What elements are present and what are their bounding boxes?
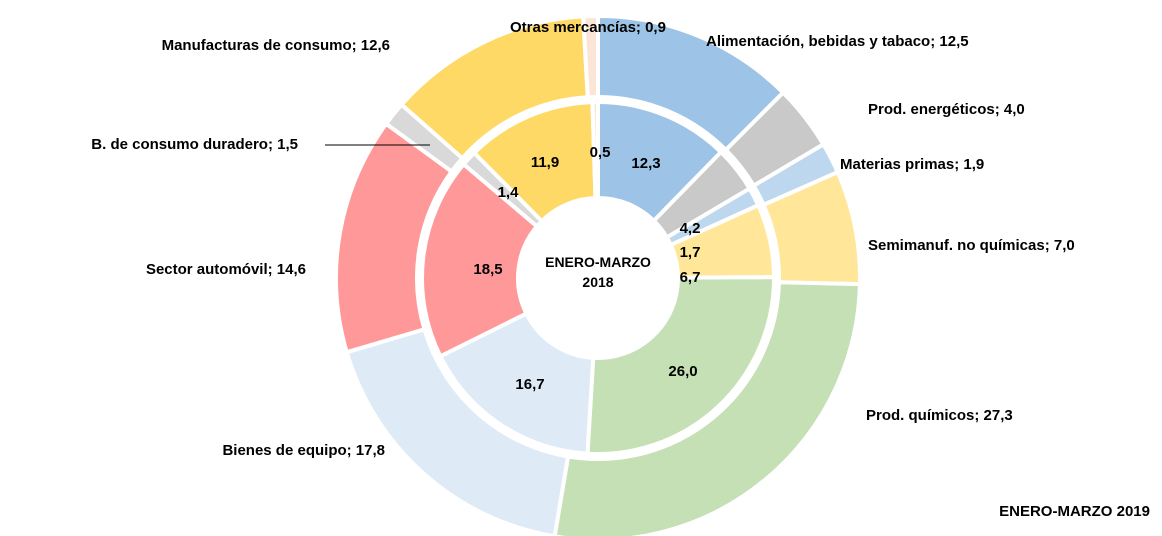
data-label: B. de consumo duradero; 1,5 <box>91 136 298 153</box>
data-label: 26,0 <box>668 363 697 380</box>
slice <box>437 310 596 456</box>
data-label: Prod. químicos; 27,3 <box>866 407 1013 424</box>
slice <box>420 161 540 359</box>
data-label: Manufacturas de consumo; 12,6 <box>162 37 390 54</box>
data-label: 6,7 <box>680 269 701 286</box>
data-label: 18,5 <box>473 261 502 278</box>
slice <box>552 280 862 536</box>
data-label: Alimentación, bebidas y tabaco; 12,5 <box>706 33 969 50</box>
slice <box>590 99 600 201</box>
slice <box>581 13 600 100</box>
data-label: 12,3 <box>631 155 660 172</box>
data-label: Otras mercancías; 0,9 <box>510 19 666 36</box>
data-label: Sector automóvil; 14,6 <box>146 261 306 278</box>
data-label: Bienes de equipo; 17,8 <box>222 442 385 459</box>
slice <box>585 275 776 456</box>
data-label: 1,7 <box>680 244 701 261</box>
series-name: ENERO-MARZO 2019 <box>999 503 1150 520</box>
data-label: 16,7 <box>515 376 544 393</box>
data-label: 4,2 <box>680 220 701 237</box>
data-label: 11,9 <box>531 154 559 171</box>
center-label: ENERO-MARZO 2018 <box>545 254 651 290</box>
data-label: 1,4 <box>498 184 520 201</box>
data-label: Prod. energéticos; 4,0 <box>868 101 1025 118</box>
data-label: Semimanuf. no químicas; 7,0 <box>868 237 1075 254</box>
data-label: 0,5 <box>590 144 611 161</box>
data-label: Materias primas; 1,9 <box>840 156 984 173</box>
